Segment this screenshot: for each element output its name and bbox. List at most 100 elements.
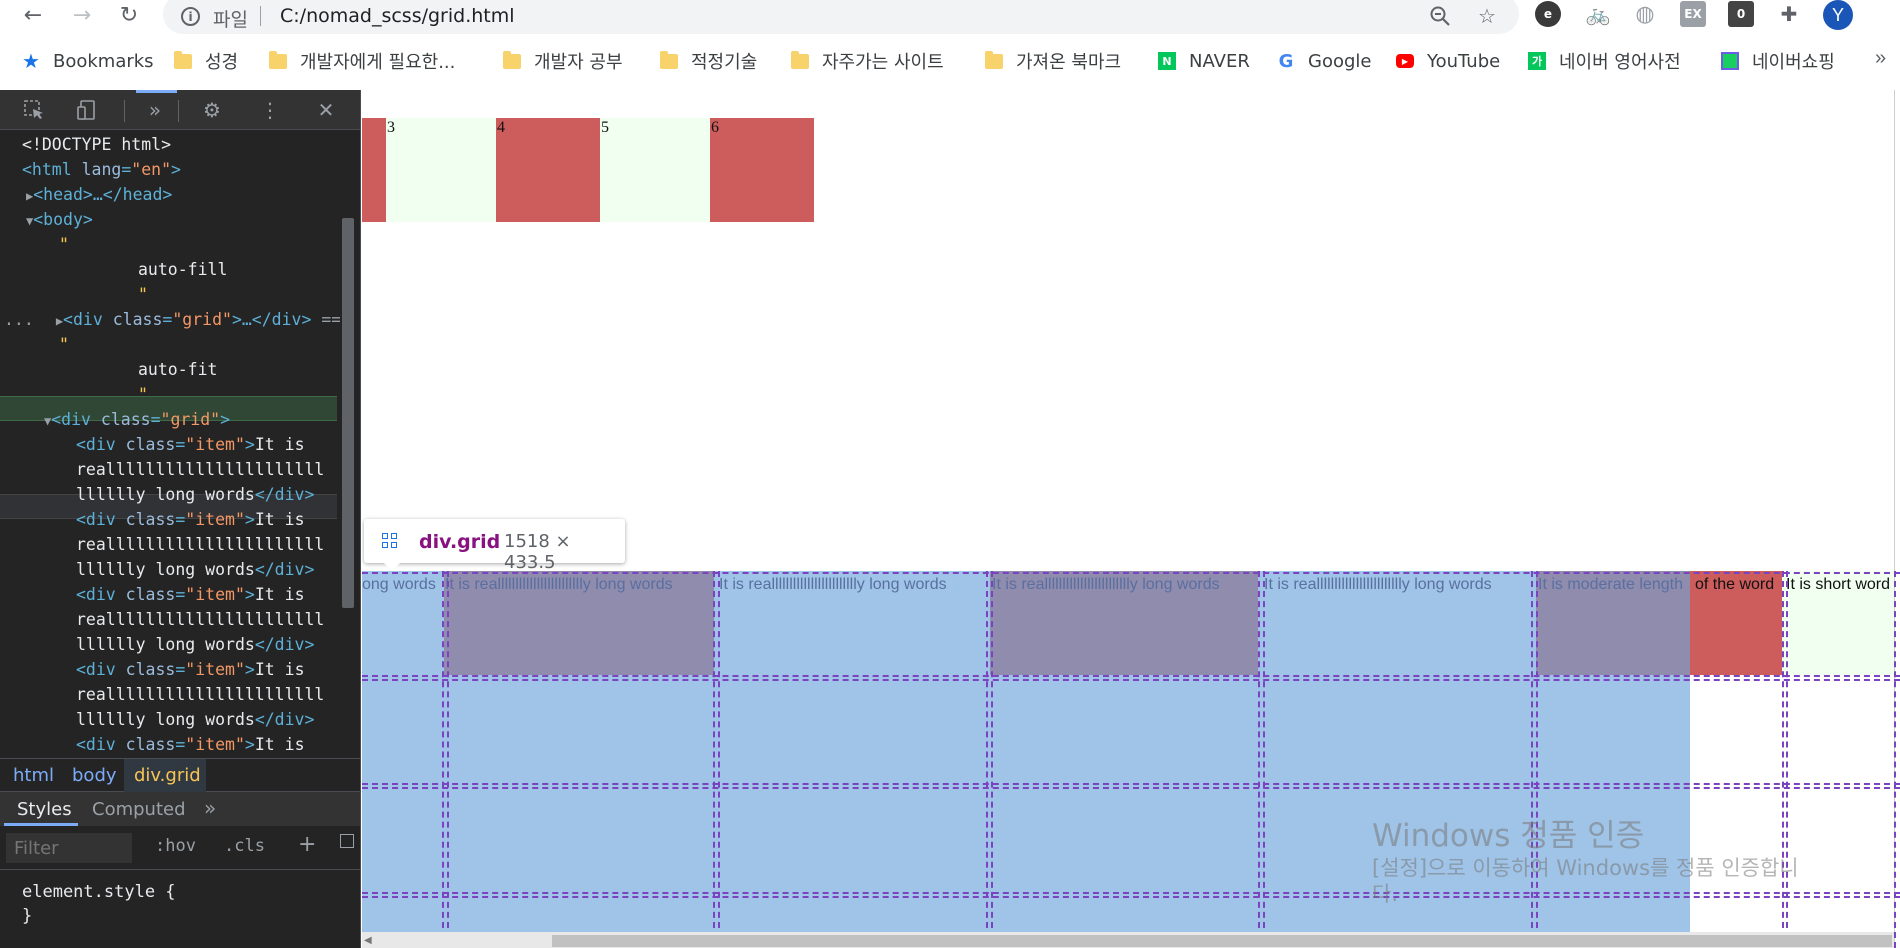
- folder-icon: [791, 50, 809, 69]
- settings-gear-icon[interactable]: ⚙: [203, 98, 221, 122]
- bookmark-google[interactable]: G Google: [1278, 50, 1372, 72]
- text-node-quote: ": [138, 385, 148, 404]
- inspect-element-icon[interactable]: [20, 98, 48, 122]
- div-item-text: reallllllllllllllllllllll: [76, 460, 325, 479]
- hovered-node-highlight: [0, 396, 337, 421]
- div-item-node[interactable]: <div class="item">It is: [76, 585, 305, 604]
- bookmark-naver-shop[interactable]: 네이버쇼핑: [1721, 47, 1835, 75]
- bookmark-folder[interactable]: 자주가는 사이트: [791, 47, 944, 75]
- naver-shop-icon: [1721, 52, 1739, 70]
- windows-activation-subtitle: [설정]으로 이동하여 Windows를 정품 인증합니: [1372, 856, 1799, 880]
- more-tabs-icon[interactable]: »: [204, 796, 217, 820]
- styles-filter-input[interactable]: [6, 833, 132, 863]
- element-style-rule[interactable]: element.style {: [22, 882, 176, 902]
- div-grid-node-autofit[interactable]: ▼<div class="grid">: [44, 410, 231, 429]
- html-node[interactable]: <html lang="en">: [22, 160, 181, 179]
- more-panels-icon[interactable]: »: [148, 98, 162, 122]
- toolbar-divider: [178, 100, 179, 122]
- bookmark-folder[interactable]: 적정기술: [660, 47, 757, 75]
- forward-icon[interactable]: →: [72, 2, 92, 28]
- div-item-node[interactable]: <div class="item">It is: [76, 735, 305, 752]
- crumb-div-grid[interactable]: div.grid: [134, 765, 201, 786]
- div-item-node[interactable]: <div class="item">It is: [76, 435, 305, 454]
- bookmark-naver-dict[interactable]: 가 네이버 영어사전: [1528, 47, 1681, 75]
- star-bookmark-icon[interactable]: ☆: [1478, 4, 1496, 28]
- naver-dict-icon: 가: [1528, 52, 1546, 70]
- bookmarks-overflow-icon[interactable]: »: [1875, 47, 1887, 69]
- grid-item-text: It is realllllllllllllllllllllllly long …: [992, 576, 1220, 593]
- collapse-triangle-icon[interactable]: ▼: [26, 214, 34, 228]
- bookmark-naver[interactable]: N NAVER: [1158, 47, 1250, 75]
- folder-icon: [660, 50, 678, 69]
- new-style-rule-icon[interactable]: +: [298, 832, 317, 857]
- elements-scrollbar[interactable]: [342, 218, 354, 608]
- styles-sidebar-toggle-icon[interactable]: [340, 834, 354, 848]
- grid-line: [1894, 571, 1896, 948]
- horizontal-scrollbar[interactable]: ◀: [362, 932, 1894, 948]
- crumb-html[interactable]: html: [13, 765, 55, 786]
- info-icon[interactable]: i: [181, 7, 200, 26]
- text-node-auto-fill[interactable]: auto-fill: [138, 260, 228, 279]
- expand-triangle-icon[interactable]: ▶: [55, 314, 64, 328]
- breadcrumb: html body div.grid: [0, 758, 360, 792]
- address-bar[interactable]: i 파일 C:/nomad_scss/grid.html ☆: [163, 0, 1519, 34]
- profile-avatar[interactable]: Y: [1823, 0, 1853, 30]
- scroll-left-icon[interactable]: ◀: [364, 935, 372, 946]
- grid-item: 3: [386, 118, 496, 222]
- node-actions-dots[interactable]: ...: [4, 310, 34, 329]
- reload-icon[interactable]: ↻: [119, 2, 139, 28]
- back-icon[interactable]: ←: [23, 2, 43, 28]
- doctype-node[interactable]: <!DOCTYPE html>: [22, 135, 172, 154]
- bookmark-folder[interactable]: 개발자 공부: [503, 47, 623, 75]
- head-node[interactable]: ▶<head>…</head>: [26, 185, 173, 204]
- hov-toggle[interactable]: :hov: [155, 836, 196, 856]
- text-node-quote: ": [138, 285, 148, 304]
- div-item-node[interactable]: <div class="item">It is: [76, 510, 305, 529]
- more-options-icon[interactable]: ⋮: [260, 98, 280, 122]
- grid-line: [362, 896, 1900, 898]
- inspect-tooltip: div.grid 1518 × 433.5: [364, 519, 625, 573]
- div-grid-node-autofill[interactable]: ... ▶<div class="grid">…</div> ==: [4, 310, 340, 329]
- bookmark-folder[interactable]: 성경: [174, 47, 238, 75]
- styles-tabbar: Styles Computed »: [0, 792, 360, 826]
- bookmark-bookmarks[interactable]: ★ Bookmarks: [22, 49, 154, 73]
- grid-item-text: It is realllllllllllllllllllllllly long …: [445, 576, 673, 593]
- bookmark-folder[interactable]: 개발자에게 필요한...: [269, 47, 455, 75]
- expand-triangle-icon[interactable]: ▶: [26, 189, 34, 203]
- device-toolbar-icon[interactable]: [73, 98, 101, 122]
- tab-computed[interactable]: Computed: [92, 799, 186, 820]
- grid-item: [362, 118, 386, 222]
- styles-filter-bar: :hov .cls +: [0, 826, 360, 870]
- extension-e-icon[interactable]: e: [1535, 1, 1561, 27]
- elements-tree[interactable]: <!DOCTYPE html> <html lang="en"> ▶<head>…: [0, 132, 340, 752]
- naver-icon: N: [1158, 52, 1176, 70]
- active-tab-underline: [4, 823, 78, 826]
- star-icon: ★: [22, 49, 40, 73]
- crumb-body[interactable]: body: [72, 765, 117, 786]
- extension-bike-icon[interactable]: 🚲: [1585, 2, 1611, 26]
- div-item-text: lllllly long words</div>: [76, 635, 315, 654]
- div-item-text: reallllllllllllllllllllll: [76, 685, 325, 704]
- text-node-auto-fit[interactable]: auto-fit: [138, 360, 218, 379]
- scrollbar-thumb[interactable]: [552, 935, 1892, 947]
- extension-globe-icon[interactable]: ◍: [1635, 1, 1655, 27]
- extension-ex-icon[interactable]: EX: [1680, 1, 1706, 27]
- zoom-icon[interactable]: [1427, 4, 1453, 28]
- page-right-edge: [1894, 90, 1895, 948]
- bookmark-youtube[interactable]: ▶ YouTube: [1396, 47, 1500, 75]
- url-text[interactable]: C:/nomad_scss/grid.html: [280, 5, 515, 27]
- youtube-icon: ▶: [1396, 54, 1414, 68]
- div-item-text: lllllly long words</div>: [76, 485, 315, 504]
- collapse-triangle-icon[interactable]: ▼: [44, 414, 52, 428]
- extension-zero-icon[interactable]: 0: [1728, 1, 1754, 27]
- extensions-puzzle-icon[interactable]: ✚: [1780, 2, 1798, 26]
- cls-toggle[interactable]: .cls: [224, 836, 265, 856]
- tab-styles[interactable]: Styles: [17, 799, 72, 820]
- close-devtools-icon[interactable]: ✕: [317, 98, 335, 122]
- file-label: 파일: [213, 9, 248, 31]
- bookmark-folder[interactable]: 가져온 북마크: [985, 47, 1121, 75]
- body-node[interactable]: ▼<body>: [26, 210, 93, 229]
- div-item-node[interactable]: <div class="item">It is: [76, 660, 305, 679]
- grid-item-text: ong words: [362, 576, 436, 593]
- grid-item: [1782, 571, 1894, 675]
